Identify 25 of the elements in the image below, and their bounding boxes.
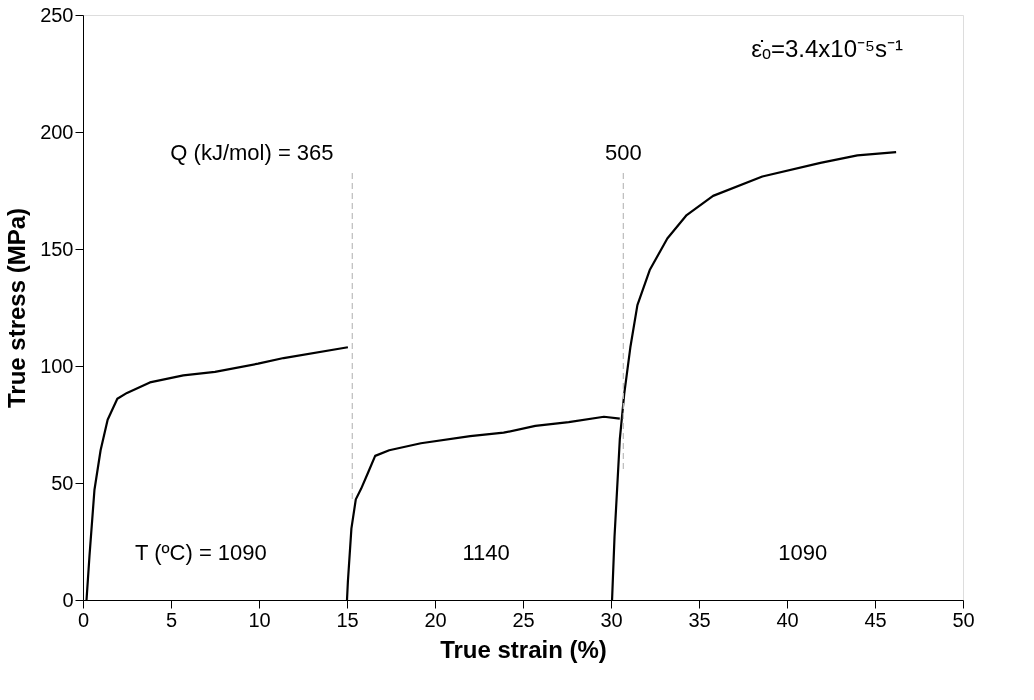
x-tick-label: 35 (688, 608, 711, 631)
y-tick-label: 200 (40, 120, 74, 143)
x-tick-label: 0 (77, 608, 90, 631)
y-tick-label: 50 (51, 471, 74, 494)
annotation: Q (kJ/mol) = 365 (170, 140, 334, 166)
y-axis-title: True stress (MPa) (3, 207, 31, 409)
y-tick-label: 0 (62, 588, 74, 611)
x-axis-title: True strain (%) (440, 635, 607, 663)
x-tick-label: 45 (864, 608, 887, 631)
annotation: ε̇ₒ=3.4x10⁻⁵s⁻¹ (751, 35, 903, 62)
x-tick-label: 15 (336, 608, 359, 631)
x-tick-label: 5 (165, 608, 178, 631)
y-tick-label: 150 (40, 237, 74, 260)
x-tick-label: 10 (248, 608, 271, 631)
y-tick-label: 250 (40, 3, 74, 26)
x-tick-label: 50 (952, 608, 975, 631)
annotation: 1090 (778, 540, 828, 566)
annotation: T (ºC) = 1090 (135, 540, 267, 566)
x-tick-label: 25 (512, 608, 535, 631)
x-tick-label: 30 (600, 608, 623, 631)
annotation: 500 (604, 140, 642, 166)
annotation: 1140 (462, 540, 510, 566)
x-tick-label: 40 (776, 608, 799, 631)
x-tick-label: 20 (424, 608, 447, 631)
y-tick-label: 100 (40, 354, 74, 377)
